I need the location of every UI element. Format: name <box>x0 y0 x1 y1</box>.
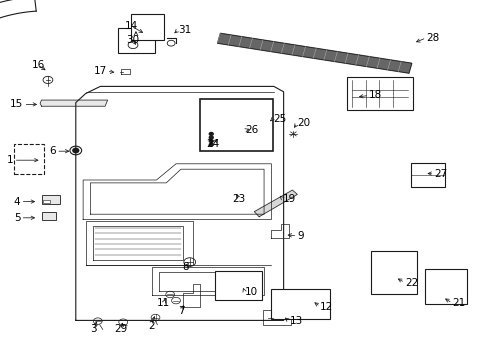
Text: 22: 22 <box>404 278 417 288</box>
Text: 13: 13 <box>289 316 302 327</box>
Text: 31: 31 <box>178 24 191 35</box>
Bar <box>43 200 50 203</box>
Text: 6: 6 <box>49 146 56 156</box>
Text: 1: 1 <box>7 155 14 165</box>
Text: 19: 19 <box>282 194 295 204</box>
Bar <box>346 77 412 110</box>
Circle shape <box>209 143 213 146</box>
Text: 16: 16 <box>31 60 45 70</box>
Bar <box>41 195 60 204</box>
Polygon shape <box>40 100 107 106</box>
Bar <box>271 289 329 319</box>
Bar <box>118 28 155 53</box>
Bar <box>414 177 427 184</box>
Text: 9: 9 <box>297 231 304 241</box>
Text: 25: 25 <box>272 114 285 124</box>
Polygon shape <box>217 33 411 73</box>
Text: 5: 5 <box>14 213 20 223</box>
Bar <box>233 123 240 131</box>
Text: 20: 20 <box>297 118 310 128</box>
Bar <box>200 99 272 151</box>
Bar <box>214 123 222 131</box>
Bar <box>272 304 299 318</box>
Bar <box>14 144 44 174</box>
Text: 26: 26 <box>245 125 258 135</box>
Text: 15: 15 <box>10 99 23 109</box>
Text: 11: 11 <box>157 298 170 308</box>
Text: 27: 27 <box>433 168 447 179</box>
Text: 2: 2 <box>148 321 155 331</box>
Bar <box>263 310 291 325</box>
Text: 18: 18 <box>368 90 382 100</box>
Bar <box>219 287 239 297</box>
Text: 29: 29 <box>114 324 128 334</box>
Bar <box>215 271 261 300</box>
Text: 24: 24 <box>205 139 219 149</box>
Bar <box>204 111 243 132</box>
Polygon shape <box>137 26 145 36</box>
Circle shape <box>73 148 79 153</box>
Bar <box>205 123 212 131</box>
Text: 8: 8 <box>182 262 189 272</box>
Bar <box>428 294 441 301</box>
Text: 28: 28 <box>426 33 439 43</box>
Bar <box>428 284 441 291</box>
Bar <box>41 212 56 220</box>
Bar <box>224 123 231 131</box>
Text: 4: 4 <box>14 197 20 207</box>
Text: 17: 17 <box>93 66 106 76</box>
Bar <box>410 163 444 187</box>
Text: 7: 7 <box>177 306 184 316</box>
Bar <box>131 14 164 40</box>
Circle shape <box>209 132 213 135</box>
Circle shape <box>209 140 213 143</box>
Bar <box>425 269 466 304</box>
Text: 21: 21 <box>451 298 465 308</box>
Circle shape <box>209 136 213 139</box>
Polygon shape <box>254 190 297 217</box>
Bar <box>370 251 416 294</box>
Text: 30: 30 <box>126 35 139 45</box>
Text: 12: 12 <box>320 302 333 312</box>
Text: 10: 10 <box>244 287 257 297</box>
Text: 3: 3 <box>90 324 97 334</box>
Text: 14: 14 <box>124 21 138 31</box>
Text: 23: 23 <box>231 194 245 204</box>
